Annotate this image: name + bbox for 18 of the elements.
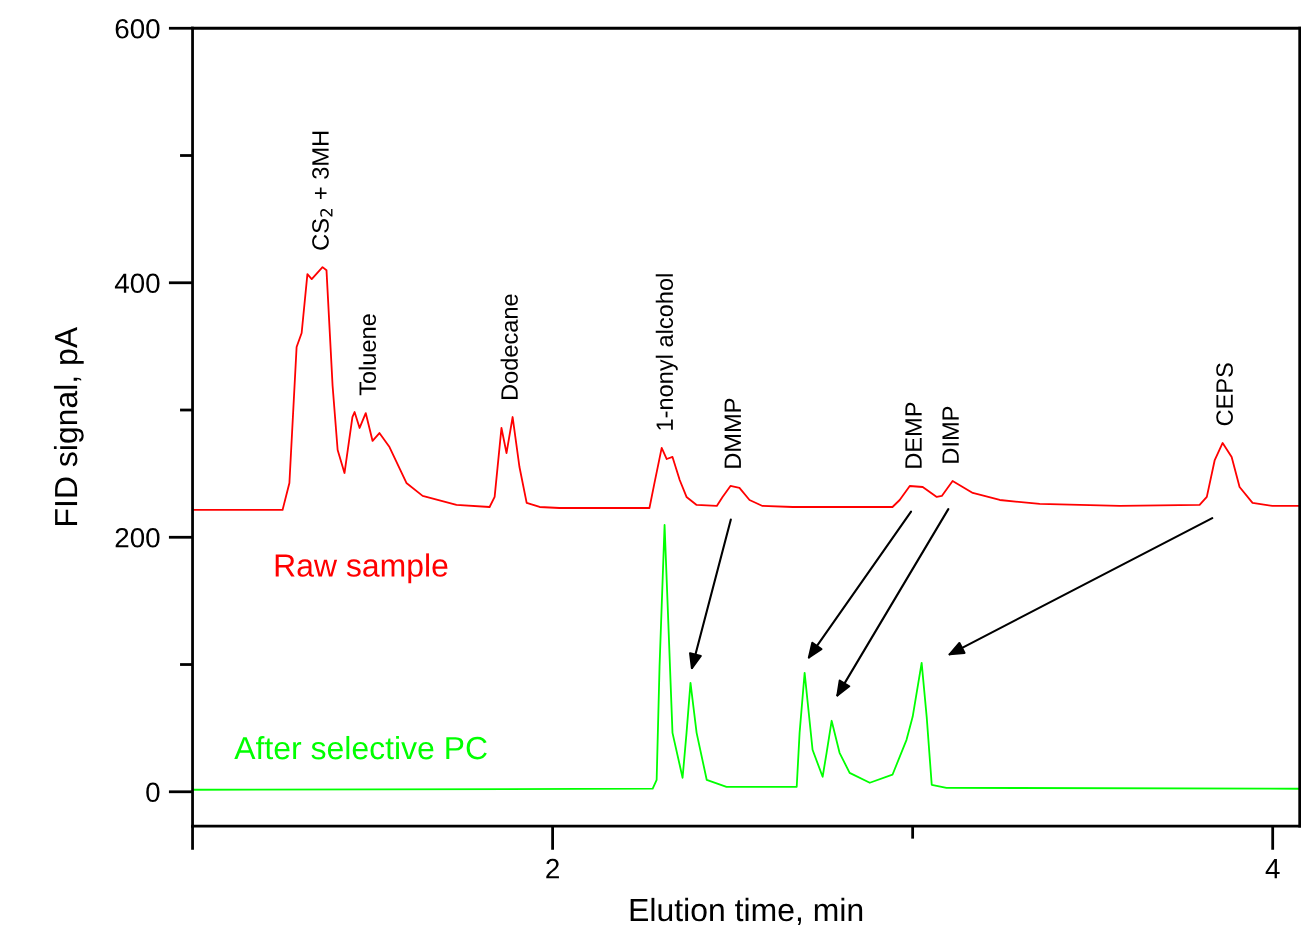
annotation: CS$_{2}$ + 3MH — [312, 131, 333, 250]
y-tick-label: 0 — [146, 782, 160, 803]
series-label: After selective PC — [234, 735, 487, 760]
y-tick-label: 400 — [114, 273, 160, 294]
x-tick-label: 2 — [546, 858, 559, 879]
annotation: Dodecane — [500, 294, 518, 400]
y-tick-label: 200 — [115, 527, 160, 548]
y-tick-label: 600 — [115, 18, 160, 39]
annotation: CEPS — [1216, 363, 1233, 426]
annotation: Toluene — [358, 314, 377, 396]
series-label: Raw sample — [275, 553, 448, 584]
annotation: DMMP — [724, 398, 741, 468]
annotation: DEMP — [905, 402, 922, 468]
x-axis-title: Elution time, min — [630, 897, 863, 926]
annotation: DIMP — [942, 406, 959, 463]
x-tick-label: 4 — [1265, 859, 1280, 879]
y-axis-title: FID signal, pA — [53, 326, 84, 525]
annotation: 1-nonyl alcohol — [655, 274, 678, 430]
